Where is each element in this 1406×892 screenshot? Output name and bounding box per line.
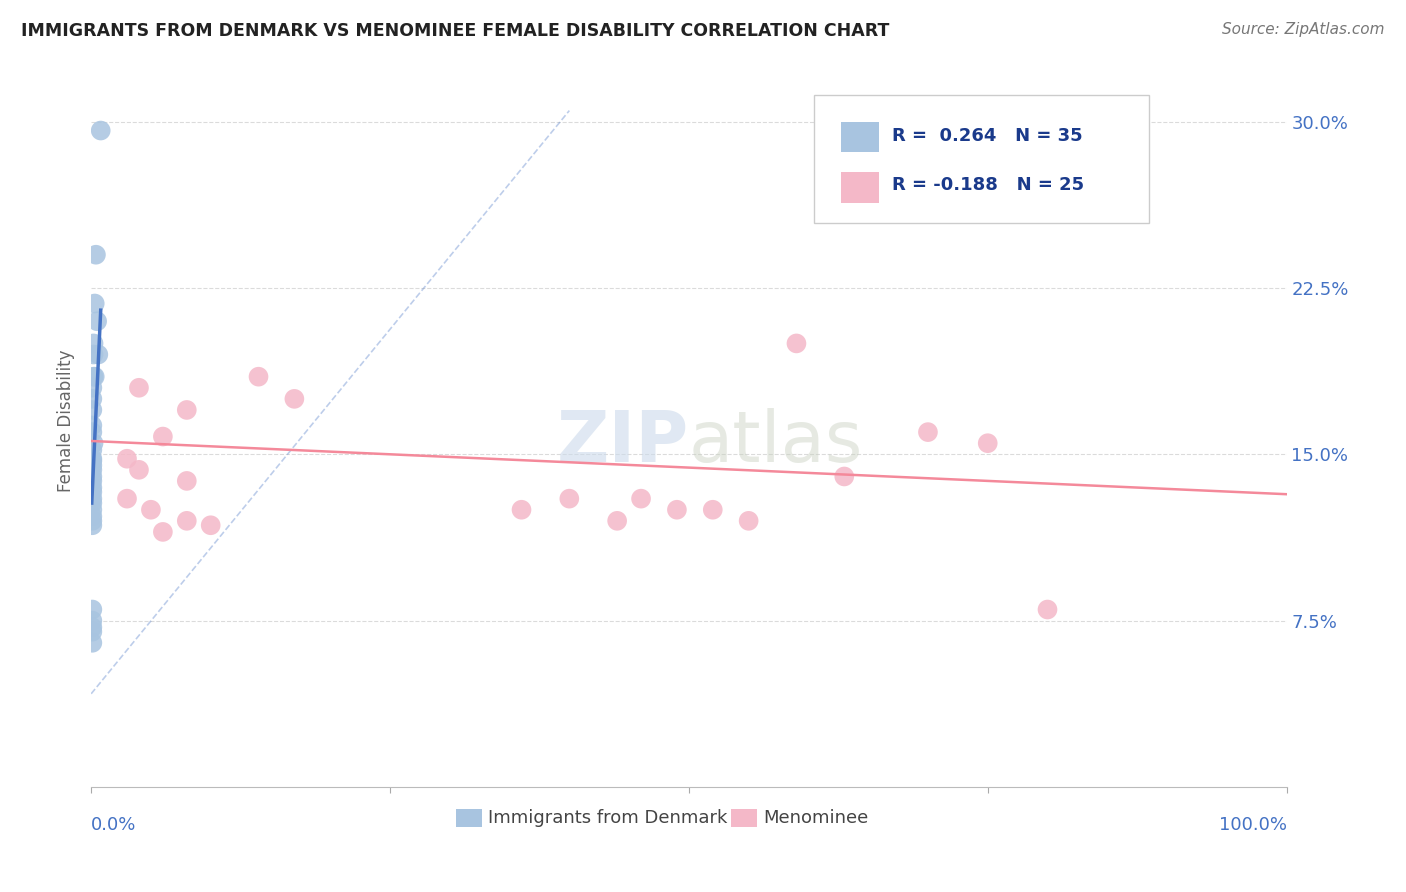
Bar	[731, 809, 756, 827]
Point	[785, 336, 807, 351]
Point	[558, 491, 581, 506]
Text: ZIP: ZIP	[557, 409, 689, 477]
Point	[82, 458, 104, 473]
Point	[128, 381, 150, 395]
Text: Source: ZipAtlas.com: Source: ZipAtlas.com	[1222, 22, 1385, 37]
Y-axis label: Female Disability: Female Disability	[58, 350, 75, 492]
Point	[606, 514, 628, 528]
Text: IMMIGRANTS FROM DENMARK VS MENOMINEE FEMALE DISABILITY CORRELATION CHART: IMMIGRANTS FROM DENMARK VS MENOMINEE FEM…	[21, 22, 890, 40]
Point	[82, 392, 104, 406]
Point	[87, 347, 110, 361]
Point	[82, 491, 104, 506]
Point	[82, 602, 104, 616]
Point	[82, 381, 104, 395]
Point	[82, 636, 104, 650]
Point	[82, 418, 104, 433]
Point	[82, 614, 104, 628]
Point	[82, 620, 104, 634]
Point	[82, 463, 104, 477]
Point	[152, 524, 174, 539]
Bar	[841, 172, 879, 203]
Point	[82, 624, 104, 639]
Point	[82, 509, 104, 524]
Point	[977, 436, 1000, 450]
Point	[200, 518, 222, 533]
Text: Immigrants from Denmark: Immigrants from Denmark	[488, 809, 727, 828]
Point	[152, 429, 174, 443]
Point	[82, 454, 104, 468]
Point	[665, 502, 688, 516]
Text: 0.0%: 0.0%	[91, 816, 136, 834]
Point	[83, 347, 105, 361]
Point	[82, 481, 104, 495]
Point	[115, 491, 138, 506]
Text: Menominee: Menominee	[763, 809, 869, 828]
Point	[737, 514, 759, 528]
Point	[176, 514, 198, 528]
Point	[82, 502, 104, 516]
Point	[139, 502, 162, 516]
Point	[90, 123, 112, 137]
Point	[82, 485, 104, 500]
FancyBboxPatch shape	[814, 95, 1149, 224]
Text: 100.0%: 100.0%	[1219, 816, 1286, 834]
Point	[1036, 602, 1059, 616]
Point	[82, 469, 104, 483]
Point	[82, 451, 104, 466]
Text: R = -0.188   N = 25: R = -0.188 N = 25	[891, 177, 1084, 194]
Bar	[456, 809, 482, 827]
Point	[86, 314, 108, 328]
Point	[82, 518, 104, 533]
Point	[917, 425, 939, 439]
Point	[702, 502, 724, 516]
Point	[176, 403, 198, 417]
Point	[83, 369, 105, 384]
Point	[630, 491, 652, 506]
Point	[82, 474, 104, 488]
Point	[510, 502, 533, 516]
Point	[128, 463, 150, 477]
Point	[115, 451, 138, 466]
Text: atlas: atlas	[689, 409, 863, 477]
Point	[83, 436, 105, 450]
Point	[83, 296, 105, 310]
Point	[82, 514, 104, 528]
Bar	[841, 121, 879, 153]
Point	[82, 442, 104, 457]
Point	[82, 403, 104, 417]
Point	[83, 369, 105, 384]
Point	[82, 425, 104, 439]
Point	[82, 496, 104, 510]
Point	[83, 336, 105, 351]
Text: R =  0.264   N = 35: R = 0.264 N = 35	[891, 127, 1083, 145]
Point	[832, 469, 855, 483]
Point	[84, 248, 107, 262]
Point	[283, 392, 305, 406]
Point	[176, 474, 198, 488]
Point	[247, 369, 270, 384]
